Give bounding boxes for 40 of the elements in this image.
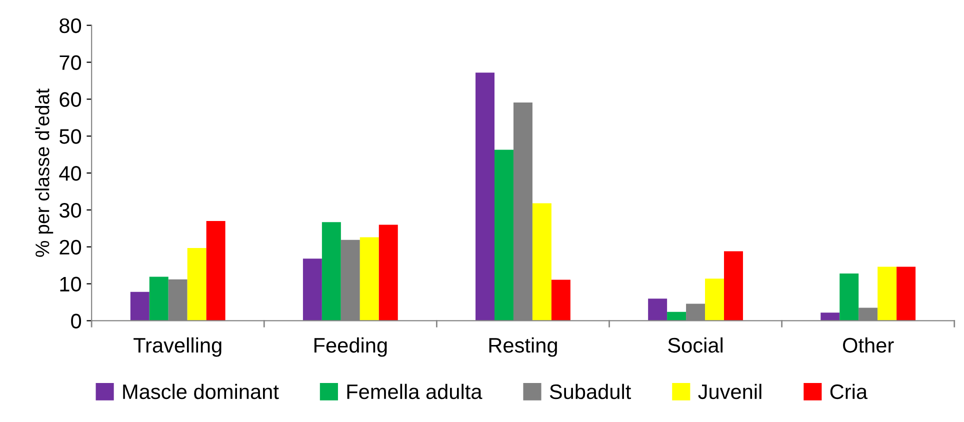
bar	[705, 278, 724, 321]
legend-label: Cria	[830, 384, 868, 400]
bar	[476, 72, 494, 321]
y-tick-label: 60	[60, 92, 82, 107]
bar	[130, 292, 150, 321]
bar	[302, 258, 322, 321]
bar	[378, 224, 398, 321]
legend-label: Subadult	[550, 384, 632, 400]
bar	[724, 251, 743, 321]
x-tick-label: Resting	[489, 337, 557, 357]
bar	[360, 237, 379, 321]
y-tick-label: 10	[60, 276, 82, 292]
bar	[494, 150, 514, 321]
y-tick-label: 0	[71, 314, 82, 328]
bar	[648, 298, 668, 321]
y-tick-label: 70	[60, 55, 82, 70]
bar	[667, 312, 686, 321]
y-axis-title: % per classe d'edat	[35, 88, 54, 257]
y-tick-label: 80	[60, 18, 82, 34]
legend-label: Juvenil	[698, 384, 762, 400]
y-tick-label: 40	[59, 166, 82, 181]
bar	[878, 266, 897, 321]
bar	[206, 221, 226, 321]
y-tick-label: 30	[59, 202, 82, 218]
x-tick-label: Social	[668, 337, 723, 353]
bar	[840, 273, 859, 321]
x-tick-label: Other	[843, 337, 894, 353]
bar	[149, 276, 168, 321]
x-tick-label: Travelling	[134, 337, 222, 357]
y-tick-label: 20	[60, 240, 82, 255]
bar	[896, 266, 916, 321]
bar	[322, 222, 341, 321]
bar	[820, 312, 840, 321]
y-tick-label: 50	[60, 129, 82, 144]
legend-label: Femella adulta	[347, 384, 482, 400]
x-tick-label: Feeding	[314, 337, 387, 357]
bar	[551, 280, 570, 321]
bar	[532, 203, 552, 321]
legend-label: Mascle dominant	[123, 384, 279, 400]
bar	[187, 248, 206, 321]
